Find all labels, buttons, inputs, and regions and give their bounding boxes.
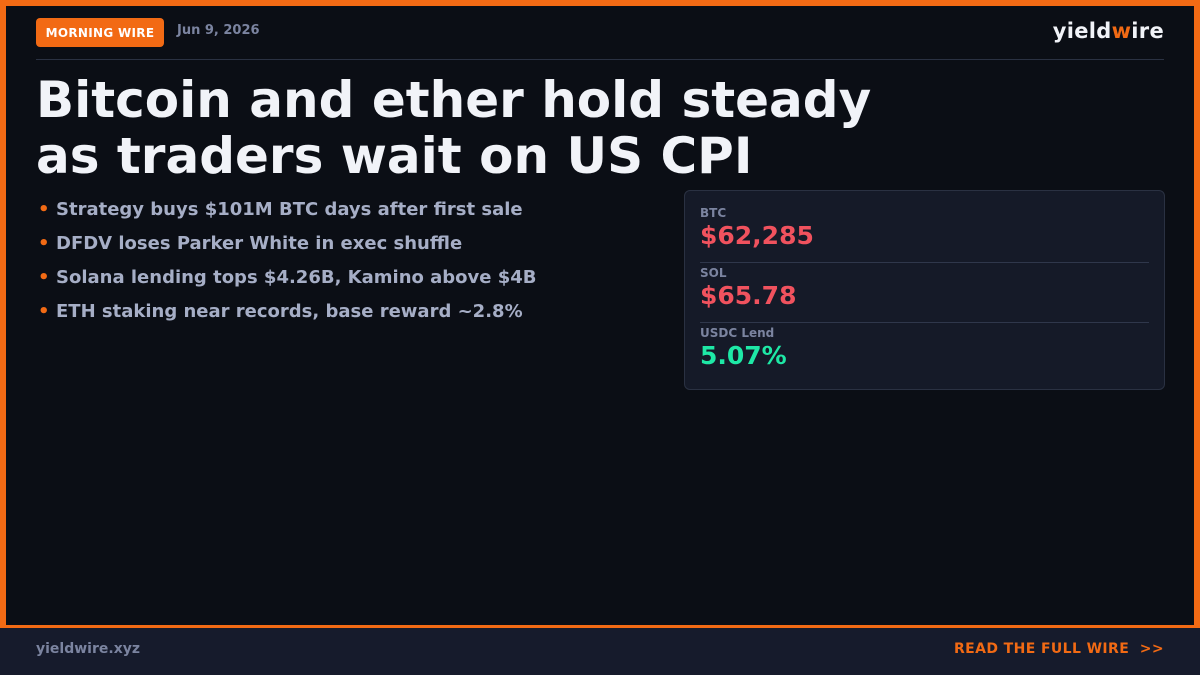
bullet-dot-icon: • [38,300,50,322]
stat-usdc-lend: USDC Lend 5.07% [700,323,1149,383]
bullet-text: ETH staking near records, base reward ~2… [56,300,523,322]
edition-badge: MORNING WIRE [36,18,164,47]
stat-value: $62,285 [700,221,814,250]
read-full-wire-link[interactable]: READ THE FULL WIRE >> [953,641,1164,657]
bullet-item: • Strategy buys $101M BTC days after firs… [38,192,658,226]
bullet-text: Strategy buys $101M BTC days after first… [56,198,523,220]
bullet-dot-icon: • [38,266,50,288]
bullet-dot-icon: • [38,232,50,254]
stat-label: USDC Lend [700,326,775,340]
stat-btc: BTC $62,285 [700,203,1149,263]
stat-value: $65.78 [700,281,797,310]
bullet-text: Solana lending tops $4.26B, Kamino above… [56,266,537,288]
footer: yieldwire.xyz READ THE FULL WIRE >> [0,625,1200,675]
headline: Bitcoin and ether hold steady as traders… [36,72,936,184]
publish-date: Jun 9, 2026 [177,23,260,38]
brand-logo-accent: w [1111,19,1132,43]
brand-logo-prefix: yield [1052,19,1112,43]
brand-logo-suffix: ire [1131,19,1164,43]
footer-site-link[interactable]: yieldwire.xyz [36,641,140,657]
bullet-text: DFDV loses Parker White in exec shuffle [56,232,463,254]
stat-label: SOL [700,266,727,280]
top-bar: MORNING WIRE Jun 9, 2026 yieldwire [36,18,1164,60]
bullet-item: • DFDV loses Parker White in exec shuffle [38,226,658,260]
stat-value: 5.07% [700,341,787,370]
bullet-item: • Solana lending tops $4.26B, Kamino abov… [38,260,658,294]
bullet-dot-icon: • [38,198,50,220]
headline-line-1: Bitcoin and ether hold steady [36,71,872,129]
headline-line-2: as traders wait on US CPI [36,127,753,185]
stat-label: BTC [700,206,727,220]
bullet-item: • ETH staking near records, base reward ~… [38,294,658,328]
price-panel: BTC $62,285 SOL $65.78 USDC Lend 5.07% [684,190,1165,390]
stat-sol: SOL $65.78 [700,263,1149,323]
bullet-list: • Strategy buys $101M BTC days after firs… [38,192,658,328]
brand-logo[interactable]: yieldwire [1053,19,1164,43]
